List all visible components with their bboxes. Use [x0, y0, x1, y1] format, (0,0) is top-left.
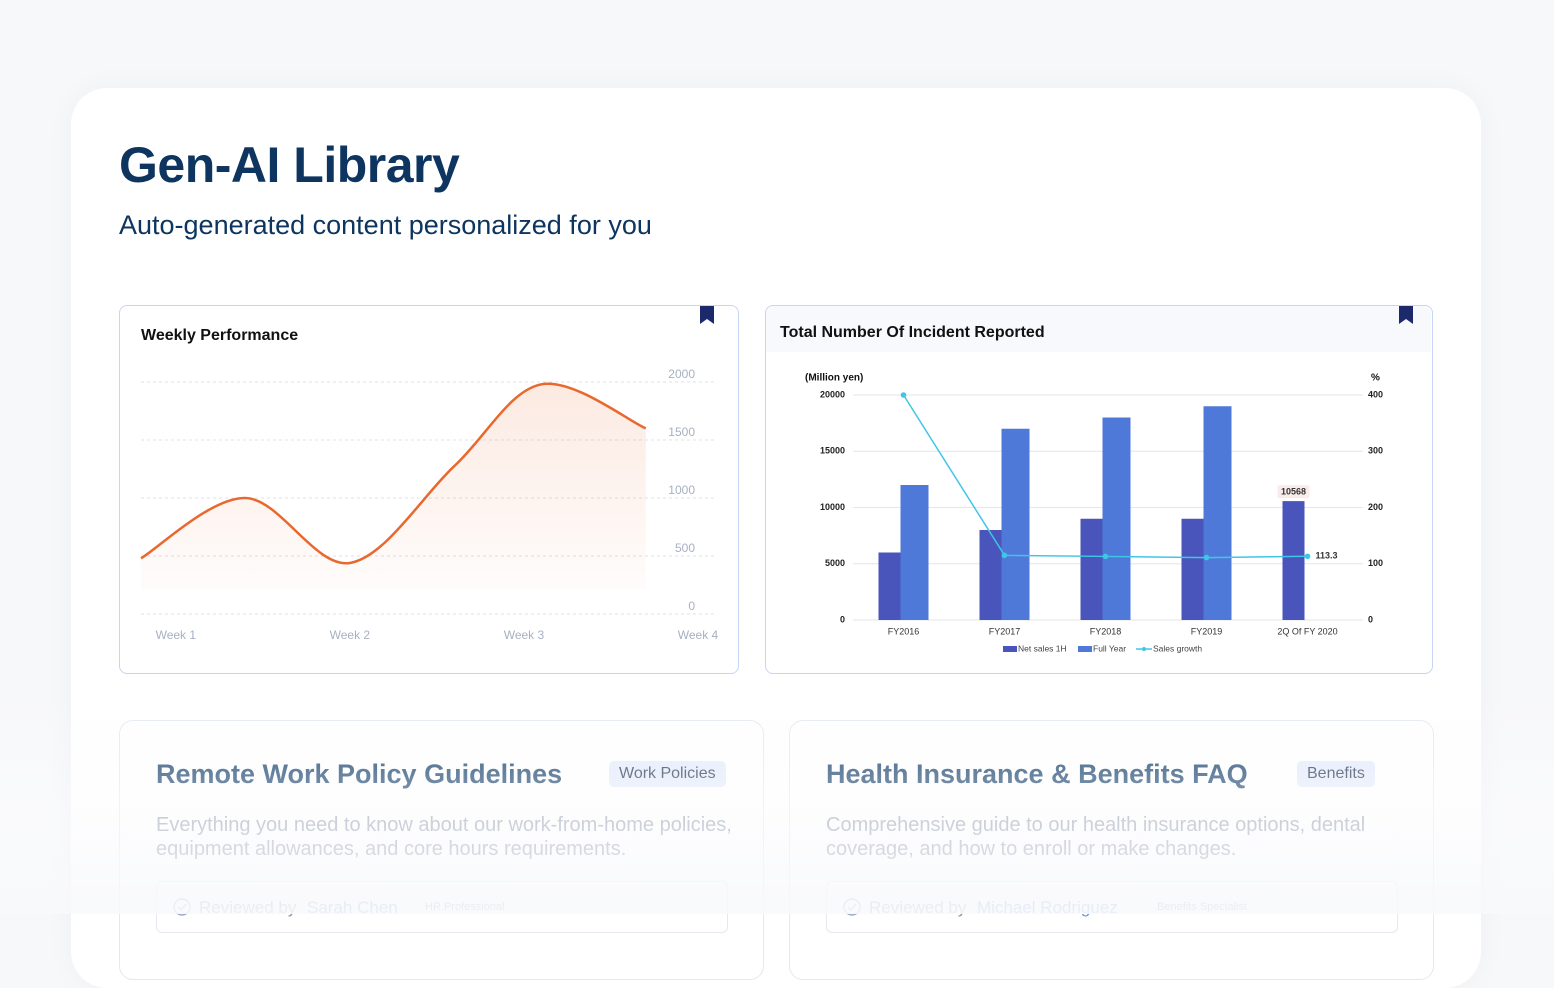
growth-point [1203, 554, 1210, 561]
card-title: Remote Work Policy Guidelines [156, 759, 563, 789]
bar [1282, 501, 1305, 620]
legend-swatch [1142, 647, 1146, 651]
growth-point [900, 392, 907, 398]
x-tick-label: FY2018 [1090, 626, 1122, 636]
reviewer-role: HR Professional [425, 901, 505, 913]
legend-label: Full Year [1093, 643, 1126, 653]
content-card[interactable]: Remote Work Policy Guidelines Work Polic… [119, 720, 764, 980]
card-description: Comprehensive guide to our health insura… [826, 814, 1366, 860]
chart-panel: Total Number Of Incident Reported (Milli… [765, 305, 1433, 674]
chart-title: Total Number Of Incident Reported [780, 324, 1045, 341]
card-title: Health Insurance & Benefits FAQ [826, 759, 1248, 789]
y-tick-label: 5000 [825, 558, 845, 568]
y-tick-label: 500 [675, 541, 695, 555]
check-icon [843, 898, 861, 916]
bar [1181, 518, 1204, 620]
value-label: 113.3 [1316, 551, 1338, 561]
y2-tick-label: 200 [1368, 502, 1383, 512]
y2-tick-label: 400 [1368, 389, 1383, 399]
review-row: Reviewed by Sarah Chen HR Professional [156, 881, 728, 933]
card-tag: Benefits [1297, 761, 1375, 787]
reviewed-label: Reviewed by [199, 898, 297, 917]
reviewer-role: Benefits Specialist [1157, 901, 1247, 913]
x-tick-label: FY2019 [1191, 626, 1223, 636]
reviewed-label: Reviewed by [869, 898, 967, 917]
chart-title: Weekly Performance [141, 327, 299, 344]
x-tick-label: Week 3 [504, 628, 545, 642]
bookmark-icon[interactable] [1399, 306, 1413, 324]
chart-panel: Weekly Performance 0 500 1000 1500 2000 Week … [119, 305, 739, 674]
growth-point [1001, 552, 1008, 559]
y2-tick-label: 100 [1368, 558, 1383, 568]
line-chart: 0 500 1000 1500 2000 Week 1 Week 2 Week 3 Week 4 [140, 367, 719, 642]
x-tick-label: Week 2 [330, 628, 371, 642]
y-tick-label: 15000 [820, 446, 845, 456]
legend-label: Net sales 1H [1018, 643, 1067, 653]
y-tick-label: 1000 [668, 483, 695, 497]
bar [1203, 406, 1232, 620]
y-tick-label: 0 [688, 599, 695, 613]
y-tick-label: 1500 [668, 425, 695, 439]
content-card[interactable]: Health Insurance & Benefits FAQ Benefits… [789, 720, 1434, 980]
value-label-bg [1277, 485, 1310, 499]
y2-tick-label: 300 [1368, 446, 1383, 456]
page-subtitle: Auto-generated content personalized for … [119, 210, 652, 240]
check-icon [173, 898, 191, 916]
y-tick-label: 20000 [820, 389, 845, 399]
value-label: 10568 [1281, 486, 1306, 496]
bar [878, 552, 901, 620]
x-tick-label: Week 1 [156, 628, 197, 642]
card-description: Everything you need to know about our wo… [156, 814, 732, 860]
x-tick-label: FY2016 [888, 626, 920, 636]
bar [1001, 428, 1030, 620]
bookmark-icon[interactable] [700, 306, 714, 324]
y2-tick-label: 0 [1368, 614, 1373, 624]
y-tick-label: 0 [840, 614, 845, 624]
y-axis-label: (Million yen) [805, 373, 863, 384]
panel-header [766, 306, 1431, 352]
growth-point [1102, 553, 1109, 560]
combo-chart: (Million yen) % 0 5000 10000 15000 20000 0 100 20… [805, 373, 1383, 654]
review-row: Reviewed by Michael Rodriguez Benefits S… [826, 881, 1398, 933]
legend-swatch [1003, 646, 1017, 652]
bar [1102, 417, 1131, 620]
card-tag: Work Policies [609, 761, 726, 787]
y-tick-label: 10000 [820, 502, 845, 512]
page-title: Gen-AI Library [119, 137, 460, 193]
line-area [141, 383, 646, 589]
x-tick-label: FY2017 [989, 626, 1021, 636]
line [140, 382, 647, 565]
page: Gen-AI Library Auto-generated content pe… [0, 137, 1554, 980]
y-tick-label: 2000 [668, 367, 695, 381]
reviewer-name[interactable]: Sarah Chen [307, 898, 398, 917]
legend-swatch [1078, 646, 1092, 652]
y2-axis-label: % [1371, 373, 1380, 384]
x-tick-label: 2Q Of FY 2020 [1277, 626, 1337, 636]
bar [979, 530, 1002, 620]
bar [900, 485, 929, 620]
reviewer-name[interactable]: Michael Rodriguez [977, 898, 1118, 917]
bar [1080, 518, 1103, 620]
growth-point [1304, 553, 1311, 560]
x-tick-label: Week 4 [678, 628, 719, 642]
legend-label: Sales growth [1153, 643, 1202, 653]
